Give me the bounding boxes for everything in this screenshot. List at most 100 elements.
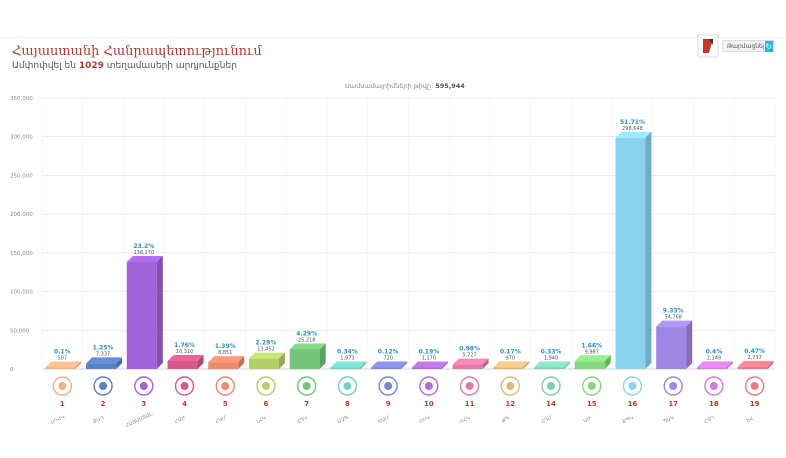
percent-label: 0.4%	[706, 348, 723, 355]
bar	[289, 349, 320, 369]
party-number: 4	[182, 400, 187, 408]
bar-top	[411, 361, 448, 368]
percent-label: 23.2%	[133, 243, 154, 250]
party-name: ԵՀ	[746, 416, 755, 425]
y-tick-label: 200,000	[10, 212, 33, 218]
party-number: 19	[750, 400, 760, 408]
bar-side	[726, 361, 733, 369]
y-tick-label: 300,000	[10, 135, 33, 141]
subtitle-prefix: Ամփոփվել են	[12, 61, 76, 71]
party-name: ԼՀԿ	[256, 415, 268, 425]
bar-side	[238, 356, 245, 369]
party-number: 11	[465, 400, 475, 408]
vote-count-label: 1,170	[422, 356, 436, 362]
bar-top	[330, 361, 367, 368]
bar-top	[45, 361, 82, 368]
party-number: 3	[141, 400, 146, 408]
percent-label: 0.1%	[54, 349, 71, 356]
bar	[45, 367, 76, 369]
party-name: ՀԱԺ	[174, 415, 187, 425]
party-name: ՍԴՀԿ	[50, 414, 66, 426]
party-number: 12	[505, 400, 515, 408]
percent-label: 1.39%	[215, 343, 236, 350]
vote-count-label: 720	[383, 356, 393, 362]
bar	[534, 367, 565, 369]
vote-count-label: 1,973	[340, 355, 354, 361]
party-icon-core	[750, 382, 759, 390]
party-icon-core	[547, 382, 556, 390]
vote-count-label: 298,648	[622, 126, 643, 132]
refresh-icon: ↻	[764, 40, 773, 52]
page-title: Հայաստանի Հանրապետությունում	[12, 44, 262, 59]
party-number: 8	[345, 400, 350, 408]
brand-logo-icon	[697, 34, 719, 58]
party-name: ԱԶԳ	[337, 415, 350, 425]
bar-side	[767, 360, 774, 369]
party-icon-core	[261, 382, 270, 390]
bar-top	[208, 356, 245, 363]
party-name: ՀԵԿ	[418, 415, 431, 425]
party-icon-core	[465, 382, 474, 390]
percent-label: 1.25%	[93, 344, 114, 351]
vote-count-label: 5,727	[462, 353, 476, 359]
bar-top	[574, 355, 611, 362]
bar	[615, 137, 646, 369]
refresh-button[interactable]: Թարմացնել ↻	[722, 40, 774, 52]
party-name: ԱԺ	[583, 416, 593, 425]
bar-top	[126, 255, 163, 262]
percent-label: 0.47%	[744, 348, 765, 355]
bar-top	[167, 355, 204, 362]
party-icon-core	[709, 382, 718, 390]
party-number: 17	[668, 400, 678, 408]
party-number: 1	[60, 400, 65, 408]
bar-top	[737, 360, 774, 367]
party-number: 15	[587, 400, 597, 408]
refresh-label: Թարմացնել	[727, 42, 765, 50]
party-name: ՀԱՅԱՍՏԱՆ	[125, 411, 155, 428]
party-number: 14	[546, 400, 556, 408]
bar-side	[278, 352, 285, 369]
party-name: ՔՊ	[501, 416, 511, 425]
vote-count-label: 1,940	[544, 355, 558, 361]
bar-top	[534, 361, 571, 368]
bar-top	[656, 320, 693, 327]
vote-count-label: 13,452	[257, 347, 275, 353]
bar	[330, 367, 361, 369]
bar-top	[452, 358, 489, 365]
party-name: ՀՅԴ	[703, 415, 716, 425]
percent-label: 0.12%	[378, 349, 399, 356]
y-tick-label: 50,000	[10, 328, 30, 334]
bar	[696, 367, 727, 369]
bar-side	[523, 361, 530, 369]
vote-count-label: 54,768	[664, 315, 682, 321]
bar-top	[289, 343, 326, 350]
party-icon-core	[139, 382, 148, 390]
subtitle-count: 1029	[78, 61, 104, 71]
bar-side	[75, 361, 82, 369]
y-tick-label: 100,000	[10, 290, 33, 296]
results-panel: Հայաստանի Հանրապետությունում Ամփոփվել են…	[0, 34, 786, 428]
page-subtitle: Ամփոփվել են 1029 տեղամասերի արդյունքներ	[12, 61, 237, 71]
bar	[208, 362, 239, 369]
bar-top	[696, 361, 733, 368]
party-number: 6	[264, 400, 269, 408]
bar-side	[564, 361, 571, 369]
party-number: 16	[628, 400, 638, 408]
party-number: 9	[386, 400, 391, 408]
party-number: 18	[709, 400, 719, 408]
percent-label: 1.66%	[581, 342, 602, 349]
counted-value: 595,944	[435, 82, 465, 90]
party-icon-core	[587, 382, 596, 390]
bar-side	[686, 320, 693, 369]
bar-top	[493, 361, 530, 368]
party-icon-core	[628, 382, 637, 390]
party-icon-core	[669, 382, 678, 390]
percent-label: 4.29%	[296, 330, 317, 337]
bar	[248, 358, 279, 369]
party-icon-core	[180, 382, 189, 390]
party-number: 7	[304, 400, 309, 408]
vote-count-label: 138,270	[133, 250, 154, 256]
bar-side	[482, 358, 489, 369]
percent-label: 0.33%	[541, 348, 562, 355]
party-icon-core	[99, 382, 108, 390]
